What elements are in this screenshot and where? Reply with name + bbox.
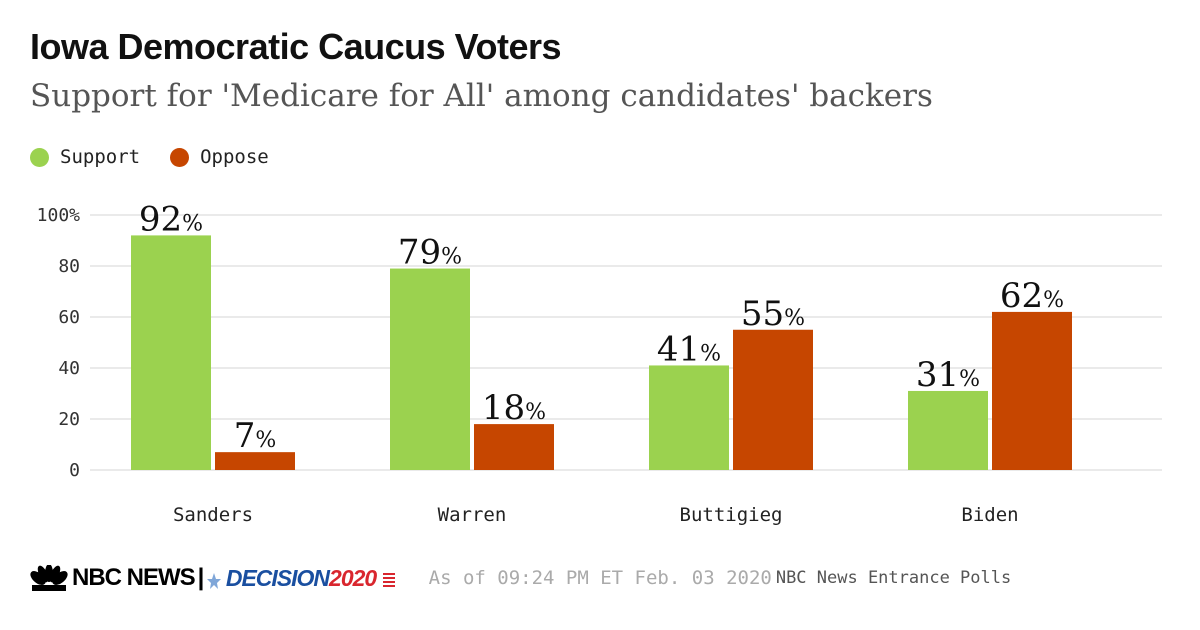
data-label-buttigieg-support: 41% [657,329,721,369]
x-tick-label-warren: Warren [438,504,507,526]
legend-label-oppose: Oppose [200,146,269,168]
legend-item-oppose: Oppose [170,146,269,168]
data-label-buttigieg-oppose: 55% [741,294,805,334]
data-label-sanders-support: 92% [139,199,203,239]
star-icon [207,573,222,590]
y-tick-label-60: 60 [58,307,80,328]
timestamp: As of 09:24 PM ET Feb. 03 2020 [428,567,772,589]
decision-word: DECISION [225,564,330,591]
bar-sanders-oppose [215,452,295,470]
legend-item-support: Support [30,146,140,168]
bar-biden-support [908,390,988,470]
bar-biden-oppose [992,311,1072,470]
chart-title: Iowa Democratic Caucus Voters [30,26,562,67]
x-tick-label-buttigieg: Buttigieg [680,504,783,526]
legend-swatch-support [30,147,49,167]
nbc-news-wordmark: NBC NEWS [72,564,196,591]
y-tick-label-100: 100% [37,205,81,226]
x-tick-label-biden: Biden [961,504,1018,526]
y-tick-label-40: 40 [58,358,80,379]
legend: Support Oppose [30,146,299,168]
nbc-news-logo: NBC NEWS [30,564,196,592]
data-label-biden-oppose: 62% [1000,276,1064,316]
data-label-warren-oppose: 18% [482,388,546,428]
data-label-biden-support: 31% [916,355,980,395]
legend-label-support: Support [60,146,141,168]
peacock-icon [30,565,68,591]
data-label-sanders-oppose: 7% [234,416,277,456]
bar-buttigieg-support [649,365,729,470]
bar-buttigieg-oppose [733,329,813,470]
flag-stripes-icon [382,573,395,588]
decision-2020-logo: DECISION2020 [207,564,395,592]
bar-warren-oppose [474,424,554,470]
y-tick-label-0: 0 [69,460,80,481]
decision-year: 2020 [329,564,377,591]
bar-warren-support [390,268,470,470]
x-tick-label-sanders: Sanders [173,504,253,526]
chart-subtitle: Support for 'Medicare for All' among can… [30,78,933,114]
bar-sanders-support [131,235,211,470]
bar-chart: 0 20 40 60 80 100% 92% 7% Sanders 79% 18% Warren 41%… [37,199,1162,526]
y-tick-label-80: 80 [58,256,80,277]
footer: NBC NEWS | DECISION2020 As of 09:24 PM E… [30,560,1180,596]
legend-swatch-oppose [170,147,190,167]
source-credit: NBC News Entrance Polls [775,568,1012,588]
data-label-warren-support: 79% [398,233,462,273]
y-tick-label-20: 20 [58,409,80,430]
footer-separator: | [197,564,205,591]
